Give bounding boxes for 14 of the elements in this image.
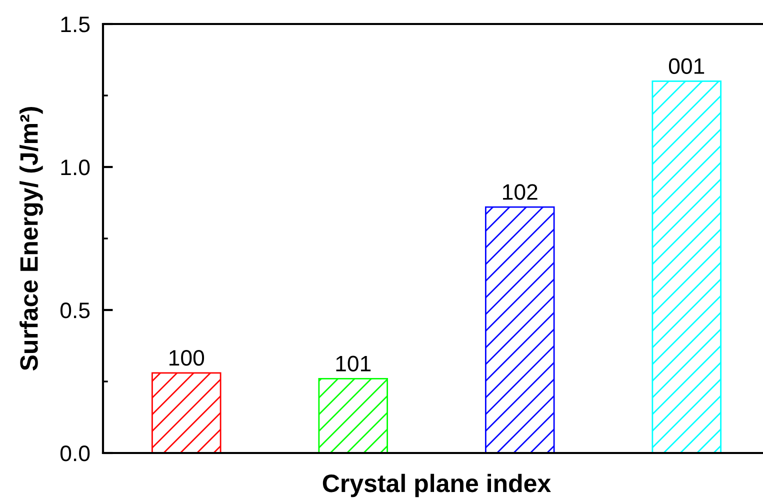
x-axis-title: Crystal plane index (322, 474, 551, 498)
x-tick-label: 100 (170, 350, 204, 366)
y-tick-label: 0.0 (60, 446, 90, 462)
x-tick-label: 101 (336, 356, 371, 372)
y-tick-label: 0.5 (60, 302, 90, 318)
y-axis-title: Surface Energy/ (J/m²) (20, 107, 43, 370)
bar (484, 206, 555, 453)
bar (151, 372, 222, 453)
y-tick-label: 1.0 (61, 160, 90, 176)
x-tick-label: 001 (668, 58, 704, 74)
x-tick-label: 102 (503, 184, 538, 200)
bar (318, 378, 388, 453)
y-tick-label: 1.5 (61, 16, 90, 32)
bar (652, 80, 722, 453)
